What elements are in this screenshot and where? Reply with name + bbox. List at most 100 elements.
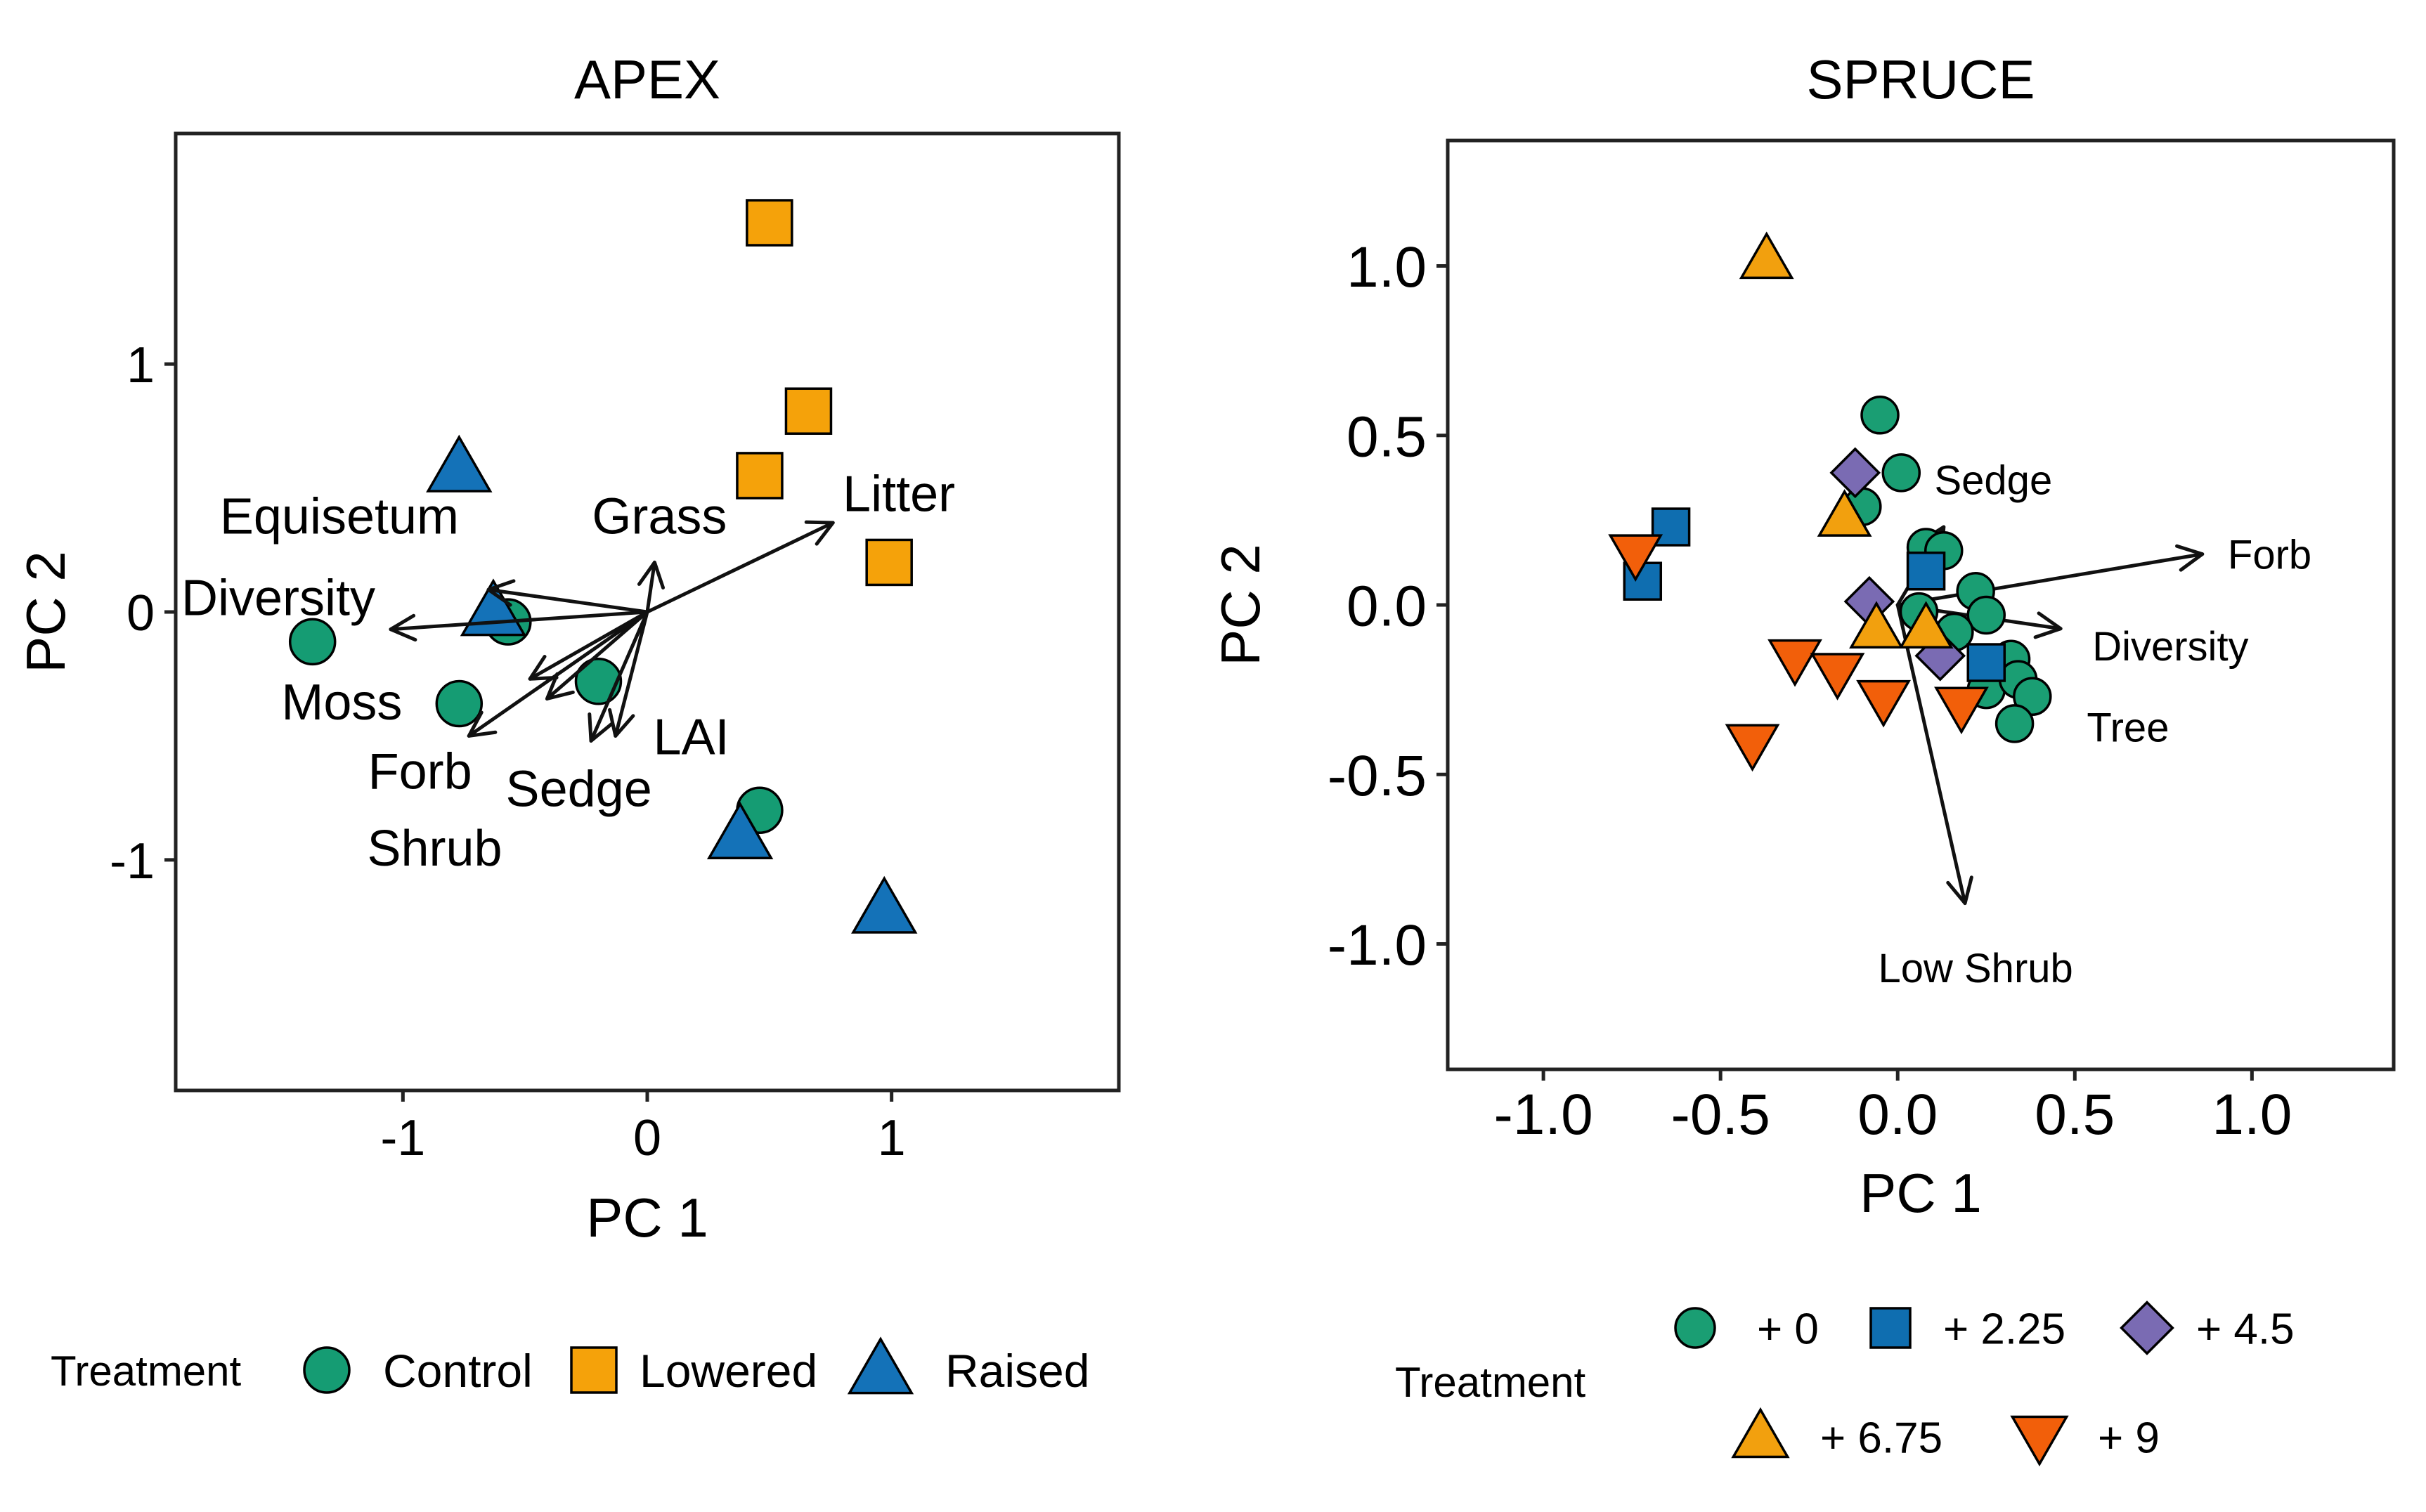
apex-point-control: [288, 618, 337, 666]
apex-vector-label-forb: Forb: [368, 744, 472, 800]
spruce-point-plus-0: [2013, 677, 2052, 717]
spruce-point-plus-4-5: [1829, 447, 1881, 499]
spruce-point-plus-2-25: [1966, 643, 2006, 682]
legend-item-raised: Raised: [847, 1336, 1089, 1397]
spruce-point-plus-9: [1934, 686, 1989, 735]
apex-point-control: [574, 658, 623, 705]
spruce-point-plus-6-75: [1849, 601, 1904, 649]
apex-point-raised: [426, 434, 493, 493]
legend-label-plus-6-75: + 6.75: [1820, 1414, 1942, 1462]
legend-marker-plus-2-25: [1869, 1307, 1912, 1349]
spruce-vector-label-low-shrub: Low Shrub: [1878, 946, 2073, 991]
spruce-x-axis-label: PC 1: [1860, 1162, 1981, 1224]
apex-y-tick-label: -1: [110, 833, 155, 889]
apex-legend: Treatment Control Lowered Raised: [51, 1336, 1089, 1397]
legend-marker-plus-6-75: [1731, 1407, 1790, 1459]
apex-vector-lai: [608, 610, 649, 738]
apex-y-tick-label: 1: [127, 337, 155, 393]
legend-label-plus-4-5: + 4.5: [2196, 1305, 2295, 1353]
spruce-panel: SPRUCE PC 1 PC 2 -1.0 -0.5 0.0 0.5 1.0 -1.0 -0.5 0…: [1209, 48, 2396, 1224]
legend-item-plus-4-5: + 4.5: [2120, 1301, 2295, 1355]
apex-point-raised: [706, 801, 774, 859]
legend-label-control: Control: [383, 1345, 533, 1397]
spruce-x-tick-label: 0.0: [1857, 1083, 1938, 1147]
apex-vector-equisetum: [486, 579, 649, 614]
spruce-y-tick-label: 1.0: [1347, 235, 1427, 299]
apex-point-lowered: [784, 387, 833, 435]
spruce-x-tick-label: 1.0: [2212, 1083, 2292, 1147]
spruce-point-plus-9: [1608, 534, 1663, 582]
legend-label-plus-9: + 9: [2098, 1414, 2160, 1462]
apex-vector-sedge: [588, 610, 649, 743]
spruce-point-plus-0: [1881, 453, 1921, 493]
legend-label-lowered: Lowered: [640, 1345, 817, 1397]
apex-vector-label-shrub: Shrub: [367, 821, 502, 877]
spruce-y-tick-label: -0.5: [1328, 744, 1427, 808]
apex-x-tick-label: 0: [633, 1110, 661, 1166]
legend-item-lowered: Lowered: [570, 1345, 817, 1397]
spruce-point-plus-6-75: [1817, 489, 1872, 537]
apex-x-tick-label: 1: [878, 1110, 906, 1166]
apex-x-tick-label: -1: [380, 1110, 425, 1166]
legend-title: Treatment: [1395, 1359, 1586, 1406]
legend-marker-plus-9: [2010, 1415, 2069, 1467]
legend-item-plus-2-25: + 2.25: [1869, 1305, 2065, 1353]
apex-vector-moss: [528, 610, 649, 681]
spruce-x-tick-label: 0.5: [2035, 1083, 2115, 1147]
spruce-vector-label-forb: Forb: [2228, 533, 2311, 578]
apex-vector-label-grass: Grass: [592, 488, 727, 545]
legend-item-plus-0: + 0: [1674, 1305, 1819, 1353]
spruce-title: SPRUCE: [1806, 48, 2035, 110]
legend-label-raised: Raised: [945, 1345, 1089, 1397]
legend-item-plus-9: + 9: [2010, 1414, 2160, 1467]
spruce-point-plus-9: [1810, 653, 1865, 700]
apex-point-lowered: [736, 452, 784, 500]
spruce-point-plus-0: [1966, 595, 2006, 635]
spruce-point-plus-9: [1856, 679, 1911, 728]
spruce-point-plus-6-75: [1898, 601, 1954, 649]
apex-vector-label-moss: Moss: [281, 674, 402, 731]
legend-label-plus-0: + 0: [1757, 1305, 1819, 1353]
spruce-vector-label-sedge: Sedge: [1934, 457, 2052, 503]
spruce-vector-forb: [1895, 544, 2205, 607]
legend-marker-raised: [847, 1336, 914, 1395]
apex-vector-label-litter: Litter: [843, 467, 955, 523]
apex-vector-shrub: [545, 610, 649, 700]
apex-title: APEX: [574, 48, 720, 110]
spruce-legend: Treatment + 0 + 2.25 + 4.5 + 6.75 + 9: [1395, 1301, 2295, 1467]
apex-panel: APEX PC 1 PC 2 -1 0 1 -1 0 1 Equisetum Diversity Mo…: [15, 48, 1121, 1249]
apex-vector-label-diversity: Diversity: [181, 571, 375, 627]
spruce-point-plus-0: [1994, 704, 2035, 743]
spruce-y-tick-label: 0.5: [1347, 405, 1427, 469]
spruce-y-axis-label: PC 2: [1209, 544, 1271, 665]
legend-marker-control: [303, 1346, 351, 1394]
legend-marker-plus-4-5: [2120, 1301, 2174, 1355]
apex-point-lowered: [746, 199, 793, 247]
spruce-vector-label-tree: Tree: [2087, 705, 2169, 751]
spruce-point-plus-0: [1860, 396, 1900, 435]
apex-vector-litter: [645, 520, 835, 614]
apex-point-lowered: [865, 538, 913, 587]
apex-vector-label-sedge: Sedge: [506, 761, 652, 817]
apex-y-tick-label: 0: [127, 585, 155, 641]
apex-x-axis-label: PC 1: [586, 1187, 708, 1249]
spruce-y-tick-label: -1.0: [1328, 913, 1427, 977]
legend-title: Treatment: [51, 1348, 242, 1395]
spruce-point-plus-9: [1725, 724, 1780, 772]
apex-y-axis-label: PC 2: [15, 551, 77, 672]
apex-vector-label-lai: LAI: [654, 709, 729, 765]
apex-vector-label-equisetum: Equisetum: [220, 488, 459, 545]
spruce-x-tick-label: -1.0: [1493, 1083, 1593, 1147]
apex-point-raised: [851, 875, 918, 934]
legend-item-control: Control: [303, 1345, 533, 1397]
spruce-vector-low-shrub: [1895, 603, 1973, 906]
spruce-point-plus-9: [1767, 639, 1822, 687]
spruce-y-tick-label: 0.0: [1347, 575, 1427, 639]
legend-item-plus-6-75: + 6.75: [1731, 1407, 1942, 1462]
legend-marker-lowered: [570, 1346, 618, 1394]
apex-point-control: [435, 679, 484, 728]
spruce-point-plus-2-25: [1906, 552, 1946, 591]
spruce-point-plus-6-75: [1739, 231, 1794, 280]
spruce-x-tick-label: -0.5: [1671, 1083, 1770, 1147]
